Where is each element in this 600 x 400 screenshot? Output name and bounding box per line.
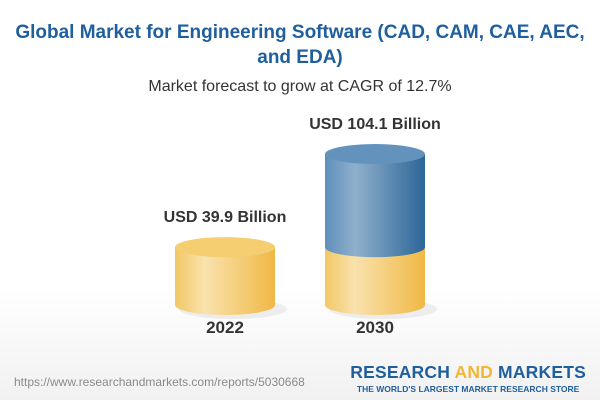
cylinder-2030-base-segment [325,247,425,315]
logo-word: MARKETS [493,362,586,382]
cylinder-2030-growth-segment-top [325,144,425,165]
cylinder-2030-growth-segment [325,154,425,258]
category-label: 2022 [206,318,244,337]
cylinder-2022-top [175,237,275,258]
data-label: USD 104.1 Billion [309,116,441,133]
category-label: 2030 [356,318,394,337]
cylinder-2022 [175,247,275,315]
cylinder-chart: USD 39.9 Billion 2022 USD 104.1 Billion 203… [164,116,441,337]
source-url[interactable]: https://www.researchandmarkets.com/repor… [14,375,305,389]
research-and-markets-logo: RESEARCH AND MARKETS THE WORLD'S LARGEST… [350,362,586,394]
chart-subtitle: Market forecast to grow at CAGR of 12.7% [148,78,452,95]
logo-word: AND [454,362,493,382]
logo-word: RESEARCH [350,362,455,382]
data-label: USD 39.9 Billion [164,209,287,226]
logo-tagline: THE WORLD'S LARGEST MARKET RESEARCH STOR… [356,384,580,394]
chart-title: Global Market for Engineering Software (… [15,22,585,68]
